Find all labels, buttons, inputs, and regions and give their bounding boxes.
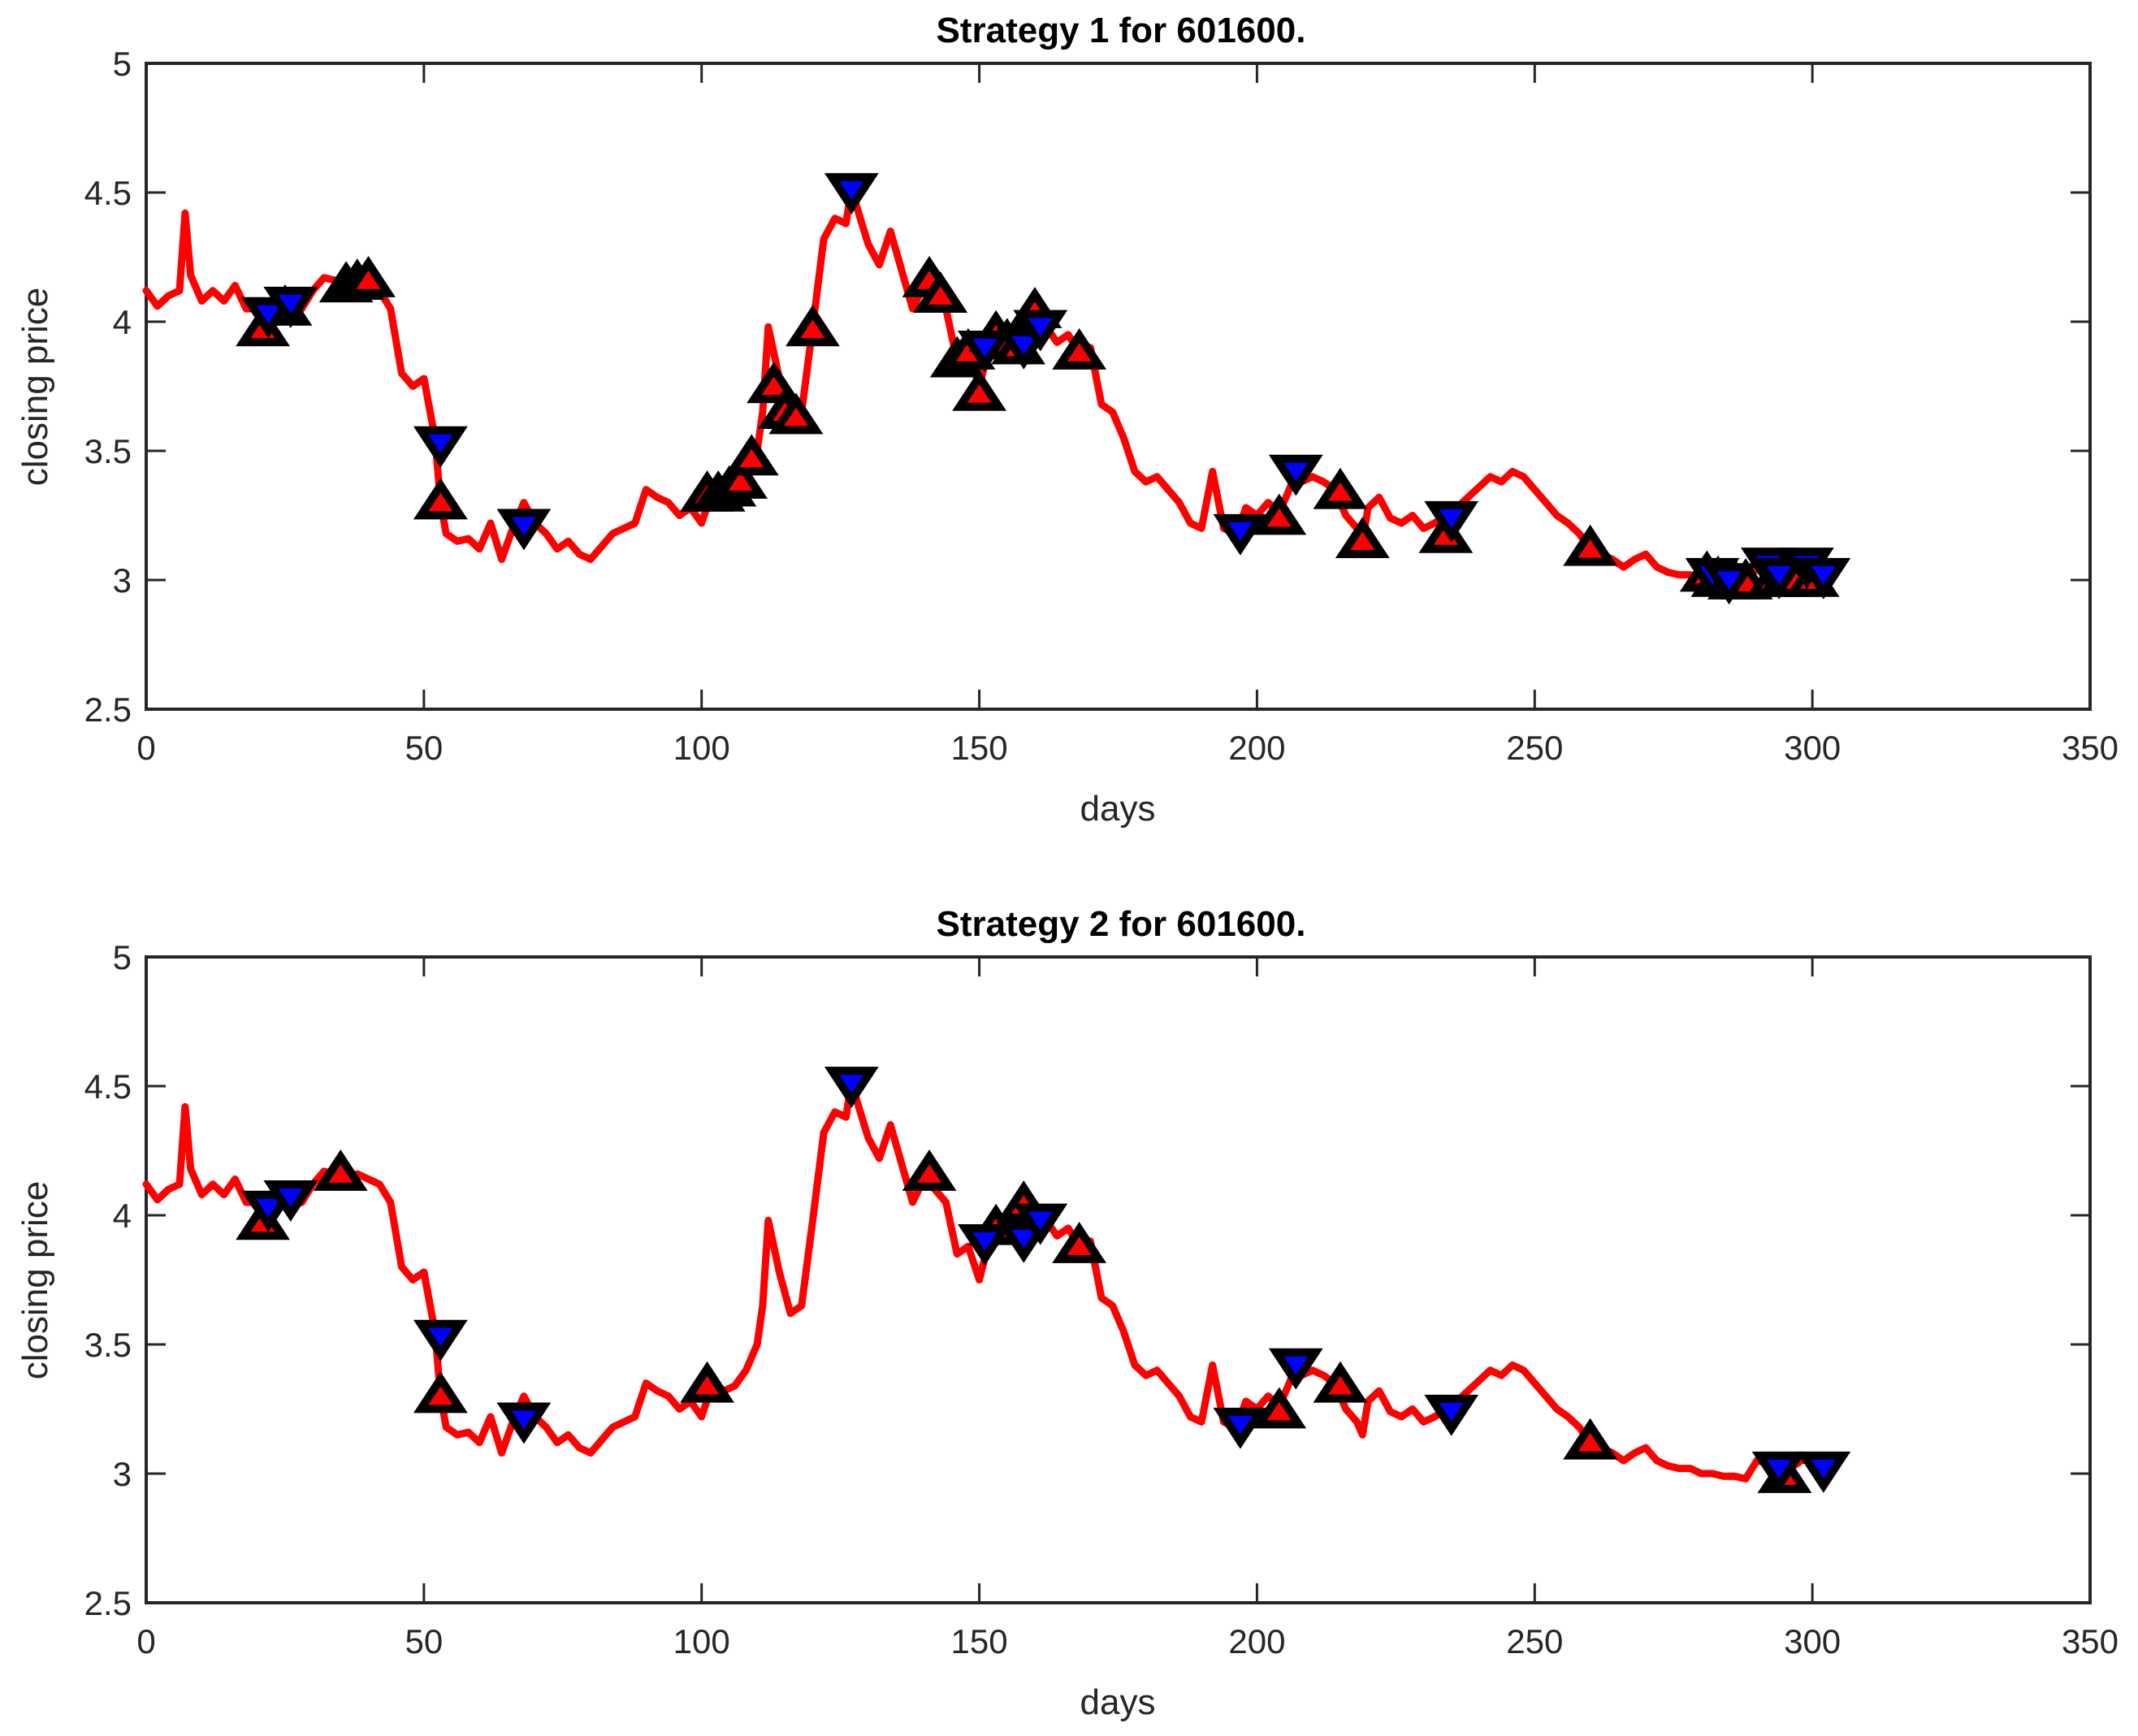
axis-ticks: 0 50 100 150 200 250 300 350 2.5 3 3.5 4 4.5 5 <box>84 45 2119 767</box>
sell-marker <box>1424 1394 1479 1436</box>
buy-marker <box>952 369 1006 411</box>
x-tick-label: 0 <box>136 1622 155 1660</box>
price-series-line <box>142 1077 1828 1483</box>
sell-marker <box>1424 500 1479 543</box>
buy-marker <box>902 1149 957 1191</box>
x-tick-label: 50 <box>405 729 443 767</box>
y-tick-label: 4.5 <box>84 174 132 212</box>
buy-marker <box>913 271 968 313</box>
sell-marker <box>1796 557 1851 600</box>
sell-marker <box>263 1180 318 1222</box>
axis-ticks: 0 50 100 150 200 250 300 350 2.5 3 3.5 4 4.5 5 <box>84 938 2119 1660</box>
x-tick-label: 100 <box>673 1622 730 1660</box>
marker-layer <box>236 173 1851 605</box>
x-tick-label: 350 <box>2062 1622 2119 1660</box>
y-tick-label: 5 <box>113 45 132 83</box>
y-tick-label: 4 <box>113 303 132 341</box>
marker-layer <box>236 1067 1851 1493</box>
plot-area <box>145 62 2092 711</box>
sell-marker <box>824 1067 879 1108</box>
buy-marker <box>1563 1418 1618 1460</box>
y-tick-label: 3 <box>113 1455 132 1493</box>
sell-marker <box>1268 454 1323 496</box>
buy-marker <box>1052 328 1107 370</box>
buy-marker <box>713 457 768 499</box>
x-tick-label: 100 <box>673 729 730 767</box>
y-tick-label: 3.5 <box>84 432 132 470</box>
buy-marker <box>313 1149 368 1191</box>
sell-marker <box>1751 1451 1807 1493</box>
sell-marker <box>263 286 318 328</box>
x-axis-label: days <box>1080 1682 1156 1722</box>
x-tick-label: 250 <box>1506 729 1563 767</box>
chart-panel-2: Strategy 2 for 601600. 0 50 100 150 200 250 30… <box>15 904 2119 1722</box>
chart-title: Strategy 1 for 601600. <box>937 11 1306 50</box>
buy-marker <box>1252 493 1307 535</box>
sell-marker <box>957 1224 1012 1266</box>
buy-marker <box>1052 1222 1107 1263</box>
sell-marker <box>496 509 552 551</box>
buy-marker <box>680 1361 734 1403</box>
sell-marker <box>413 426 468 468</box>
sell-marker <box>824 173 879 214</box>
x-tick-label: 250 <box>1506 1622 1563 1660</box>
x-tick-label: 200 <box>1228 1622 1285 1660</box>
sell-marker <box>1751 557 1807 600</box>
x-tick-label: 350 <box>2062 729 2119 767</box>
sell-marker <box>1213 1407 1268 1449</box>
y-tick-label: 2.5 <box>84 691 132 729</box>
x-tick-label: 150 <box>951 1622 1008 1660</box>
y-tick-label: 2.5 <box>84 1584 132 1622</box>
chart-panel-1: Strategy 1 for 601600. 0 50 100 150 200 250 30… <box>15 11 2119 829</box>
sell-marker <box>1213 513 1268 556</box>
buy-marker <box>768 392 824 435</box>
y-tick-label: 3.5 <box>84 1326 132 1364</box>
sell-marker <box>1013 310 1068 352</box>
buy-marker <box>1313 467 1368 509</box>
y-axis-label: closing price <box>15 1181 55 1380</box>
y-tick-label: 4 <box>113 1197 132 1235</box>
sell-marker <box>957 331 1012 372</box>
sell-marker <box>413 1319 468 1362</box>
y-tick-label: 4.5 <box>84 1067 132 1106</box>
sell-marker <box>1013 1203 1068 1245</box>
buy-marker <box>341 256 396 297</box>
buy-marker <box>1335 517 1390 559</box>
buy-marker <box>724 434 779 476</box>
x-tick-label: 50 <box>405 1622 443 1660</box>
sell-marker <box>1702 563 1757 605</box>
y-tick-label: 5 <box>113 938 132 976</box>
x-tick-label: 300 <box>1784 729 1841 767</box>
sell-marker <box>496 1402 552 1444</box>
buy-marker <box>786 305 840 347</box>
chart-title: Strategy 2 for 601600. <box>937 904 1306 944</box>
sell-marker <box>1796 1451 1851 1493</box>
plot-area <box>145 955 2092 1604</box>
x-axis-label: days <box>1080 789 1156 829</box>
sell-marker <box>1268 1348 1323 1390</box>
buy-marker <box>413 1371 468 1413</box>
buy-marker <box>1563 524 1618 566</box>
x-tick-label: 0 <box>136 729 155 767</box>
buy-marker <box>1252 1387 1307 1429</box>
x-tick-label: 300 <box>1784 1622 1841 1660</box>
x-tick-label: 200 <box>1228 729 1285 767</box>
series-layer <box>142 1077 1828 1483</box>
x-tick-label: 150 <box>951 729 1008 767</box>
y-tick-label: 3 <box>113 561 132 600</box>
buy-marker <box>413 478 468 520</box>
y-axis-label: closing price <box>15 288 55 487</box>
buy-marker <box>1313 1361 1368 1403</box>
